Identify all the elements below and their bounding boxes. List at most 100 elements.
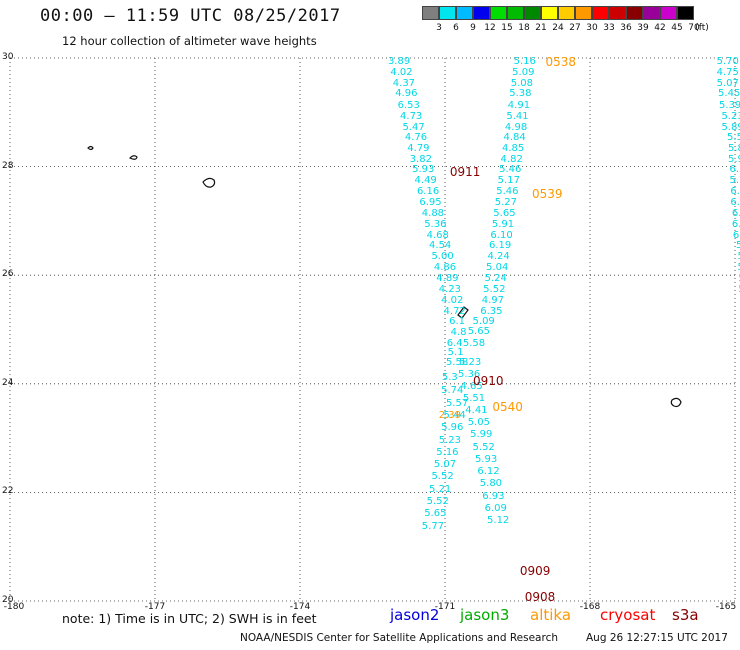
swh-value: 6.1: [731, 218, 740, 230]
swh-value: 4.98: [504, 121, 528, 133]
swh-value: 6.3: [732, 229, 740, 241]
swh-value: 5.36: [424, 218, 447, 230]
swh-value: 5.47: [402, 121, 425, 133]
swh-value: 5.46: [499, 164, 522, 176]
legend-label: 36: [620, 23, 632, 33]
swh-value: 5.89: [721, 121, 740, 133]
swh-value: 5.: [736, 240, 740, 252]
graticule: [9, 57, 736, 602]
swh-value: 4.79: [407, 142, 430, 154]
swh-value: 4.91: [507, 99, 531, 111]
swh-value: 4.23: [438, 283, 461, 295]
legend-label: 27: [569, 23, 581, 33]
legend-label: 24: [552, 23, 564, 33]
generation-timestamp: Aug 26 12:27:15 UTC 2017: [586, 632, 728, 644]
swh-value: 6.3: [729, 164, 740, 176]
swh-value: 5.93: [474, 453, 498, 465]
swh-value: 6.0: [731, 207, 740, 219]
pass-time-label: 0540: [492, 399, 523, 414]
swh-value: 5.12: [487, 515, 510, 527]
swh-value: 6.09: [484, 502, 507, 514]
swh-value: 6.95: [419, 196, 442, 208]
lat-tick-label: 30: [2, 52, 14, 62]
pass-time-label: 0911: [449, 165, 481, 180]
swh-value: 4.86: [433, 262, 457, 274]
legend-swatch: [473, 6, 490, 20]
swh-value: 5.93: [412, 164, 435, 176]
swh-value: 5.: [738, 284, 740, 295]
legend-label: 3: [436, 23, 442, 33]
pass-time-label: 0539: [532, 186, 563, 201]
lat-tick-label: 28: [2, 160, 14, 171]
pass-time-label: 0538: [545, 55, 577, 70]
swh-value: 4.8: [450, 327, 467, 339]
swh-value: 5.57: [445, 397, 469, 409]
swh-value: 5.: [737, 252, 740, 262]
legend-label: 15: [501, 23, 513, 33]
swh-value: 4.24: [487, 251, 510, 263]
swh-value: 5.7: [729, 175, 740, 187]
legend-label: 33: [603, 23, 615, 33]
legend-label: 12: [484, 23, 496, 33]
swh-value: 5.52: [483, 283, 506, 295]
swh-value: 5.17: [497, 175, 520, 187]
swh-value: 5.1: [447, 347, 464, 359]
swh-value: 5.96: [441, 422, 464, 434]
legend-swatch: [490, 6, 507, 20]
swh-value: 5.16: [436, 446, 459, 458]
credit-line: NOAA/NESDIS Center for Satellite Applica…: [240, 632, 558, 644]
swh-value: 5.41: [506, 110, 529, 122]
swh-value: 5.: [738, 274, 740, 284]
island-outline: [202, 177, 216, 188]
legend-swatch: [677, 6, 694, 20]
swh-value: 3.89: [387, 56, 411, 68]
legend-label: 30: [586, 23, 598, 33]
legend-label: 6: [453, 23, 459, 33]
swh-value: 5.51: [462, 393, 486, 404]
legend-label: 21: [535, 23, 547, 33]
swh-value: 4.72: [443, 305, 466, 317]
swh-value: 5.70: [716, 56, 739, 68]
legend-label: 42: [654, 23, 666, 33]
island-outlines: [87, 145, 682, 408]
swh-value: 6.1: [449, 316, 466, 328]
swh-value: 5.45: [718, 88, 740, 100]
swh-value: 5.80: [479, 478, 503, 490]
swh-value: 4.84: [503, 131, 526, 143]
swh-value: 5.27: [494, 196, 518, 208]
swh-value: 5.65: [493, 207, 516, 219]
swh-value: 5.91: [491, 218, 515, 230]
swh-value: 4.54: [429, 240, 452, 252]
swh-value: 5.74: [441, 385, 464, 397]
swh-value: 4.85: [502, 142, 525, 154]
swh-value: 5.23: [458, 356, 482, 368]
swh-value: 5.: [737, 263, 740, 273]
swh-value: 4.89: [436, 273, 459, 284]
swh-value: 5.58: [462, 338, 486, 350]
legend-swatch: [558, 6, 575, 20]
satellite-label: s3a: [672, 606, 699, 624]
swh-value: 4.88: [421, 207, 445, 219]
satellite-label: altika: [530, 606, 572, 624]
legend-swatch: [575, 6, 592, 20]
island-outline: [457, 306, 469, 319]
swh-value: 4.75: [716, 66, 739, 78]
legend-swatch: [507, 6, 524, 20]
island-outline: [128, 155, 138, 160]
swh-value: 5.16: [513, 56, 536, 68]
footer-note-row: note: 1) Time is in UTC; 2) SWH is in fe…: [62, 608, 317, 627]
swh-value: 5.08: [510, 77, 533, 89]
legend-unit: (ft): [695, 23, 709, 33]
swh-value: 6.16: [416, 186, 440, 198]
swh-value: 4.96: [395, 88, 418, 100]
swh-value: 4.97: [481, 294, 504, 306]
swh-value: 5.65: [467, 326, 490, 338]
swh-value: 4.41: [465, 404, 488, 416]
legend-swatch: [609, 6, 626, 20]
lon-tick-label: -168: [579, 602, 601, 612]
legend-label: 18: [518, 23, 530, 33]
map-title: 00:00 – 11:59 UTC 08/25/2017: [40, 6, 341, 26]
swh-value: 5.21: [429, 483, 452, 495]
swh-value: 5.65: [424, 508, 447, 520]
swh-value: 4.65: [460, 380, 483, 392]
